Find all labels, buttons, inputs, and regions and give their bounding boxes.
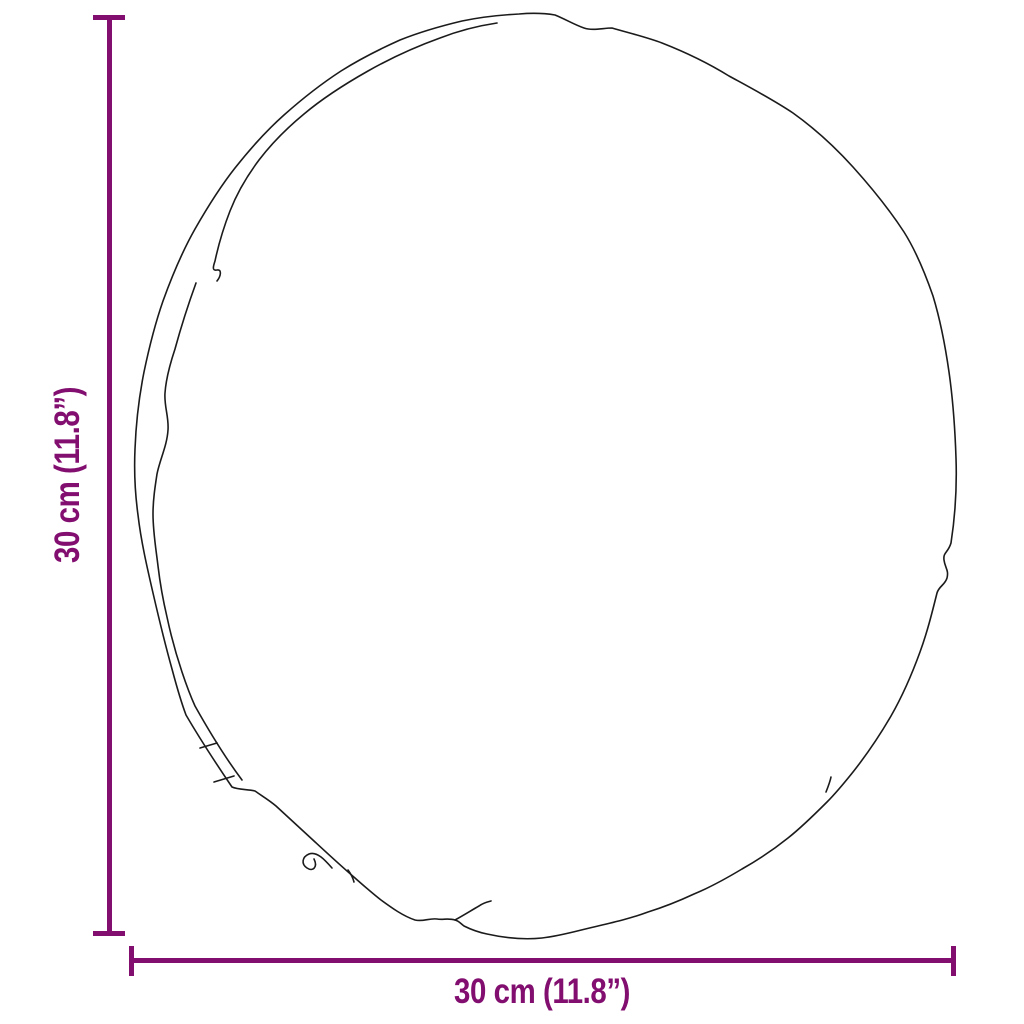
cushion-stitch-tick-1 (199, 742, 218, 749)
height-dimension-line (107, 17, 112, 933)
height-dimension-cap-bottom (93, 931, 125, 936)
height-dimension-label: 30 cm (11.8”) (48, 387, 87, 563)
width-dimension-cap-right (951, 946, 956, 976)
cushion-crease-spur-right (825, 776, 832, 793)
cushion-seam-upper (212, 22, 498, 282)
cushion-fold-curl (302, 852, 333, 871)
cushion-outer-outline (133, 12, 958, 940)
cushion-crease-branch-bottom (454, 900, 492, 921)
cushion-stitch-tick-2 (213, 775, 235, 783)
width-dimension-line (131, 958, 953, 963)
cushion-seam-lower (152, 282, 243, 781)
width-dimension-label: 30 cm (11.8”) (454, 972, 630, 1011)
cushion-crease-spur-left (347, 869, 355, 883)
